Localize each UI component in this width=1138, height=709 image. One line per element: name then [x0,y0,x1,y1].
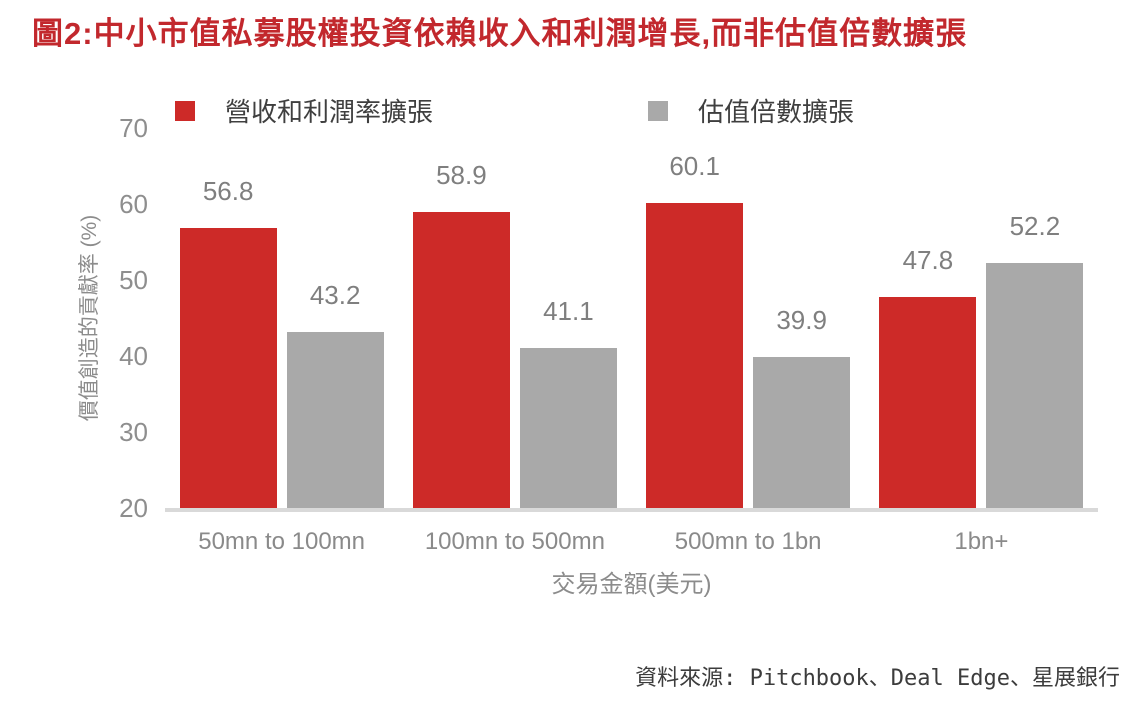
x-category-label: 100mn to 500mn [424,528,605,555]
x-axis-title: 交易金額(美元) [551,571,712,598]
bar-value-label: 39.9 [776,304,827,335]
bar-series0-cat0 [179,228,277,508]
bar-series1-cat3 [986,263,1084,508]
bar-series0-cat2 [646,203,744,508]
y-tick-label: 70 [119,113,148,143]
bar-value-label: 52.2 [1009,211,1061,242]
bar-series0-cat1 [412,212,510,508]
bar-series0-cat3 [879,296,977,508]
bar-value-label: 60.1 [669,151,720,182]
legend-item-revenue-expansion: 營收和利潤率擴張 [175,92,433,129]
y-tick-label: 60 [119,189,148,219]
y-tick-label: 20 [119,493,148,523]
bar-value-label: 41.1 [543,295,594,326]
bar-value-label: 56.8 [202,176,254,207]
legend-swatch-multiple-expansion [648,100,668,121]
bar-series1-cat2 [753,356,851,508]
legend-swatch-revenue-expansion [175,100,195,121]
figure-title: 圖2:中小市值私募股權投資依賴收入和利潤增長,而非估值倍數擴張 [32,16,968,51]
bar-value-label: 43.2 [309,279,361,310]
bar-series1-cat1 [519,347,617,508]
source-note: 資料來源: Pitchbook、Deal Edge、星展銀行 [635,666,1120,691]
x-category-label: 1bn+ [954,528,1009,555]
x-axis-line [165,508,1098,512]
y-tick-label: 50 [119,265,148,295]
legend-label-revenue-expansion: 營收和利潤率擴張 [225,97,434,127]
y-tick-label: 30 [119,417,148,447]
bar-value-label: 58.9 [436,160,487,191]
y-tick-label: 40 [119,341,148,371]
x-category-label: 500mn to 1bn [674,528,822,555]
bar-value-label: 47.8 [902,244,954,275]
y-axis-title: 價值創造的貢獻率 (%) [78,214,101,422]
x-category-label: 50mn to 100mn [198,528,366,555]
legend-label-multiple-expansion: 估值倍數擴張 [698,97,855,127]
bar-series1-cat0 [286,331,384,508]
legend-item-multiple-expansion: 估值倍數擴張 [648,92,854,129]
